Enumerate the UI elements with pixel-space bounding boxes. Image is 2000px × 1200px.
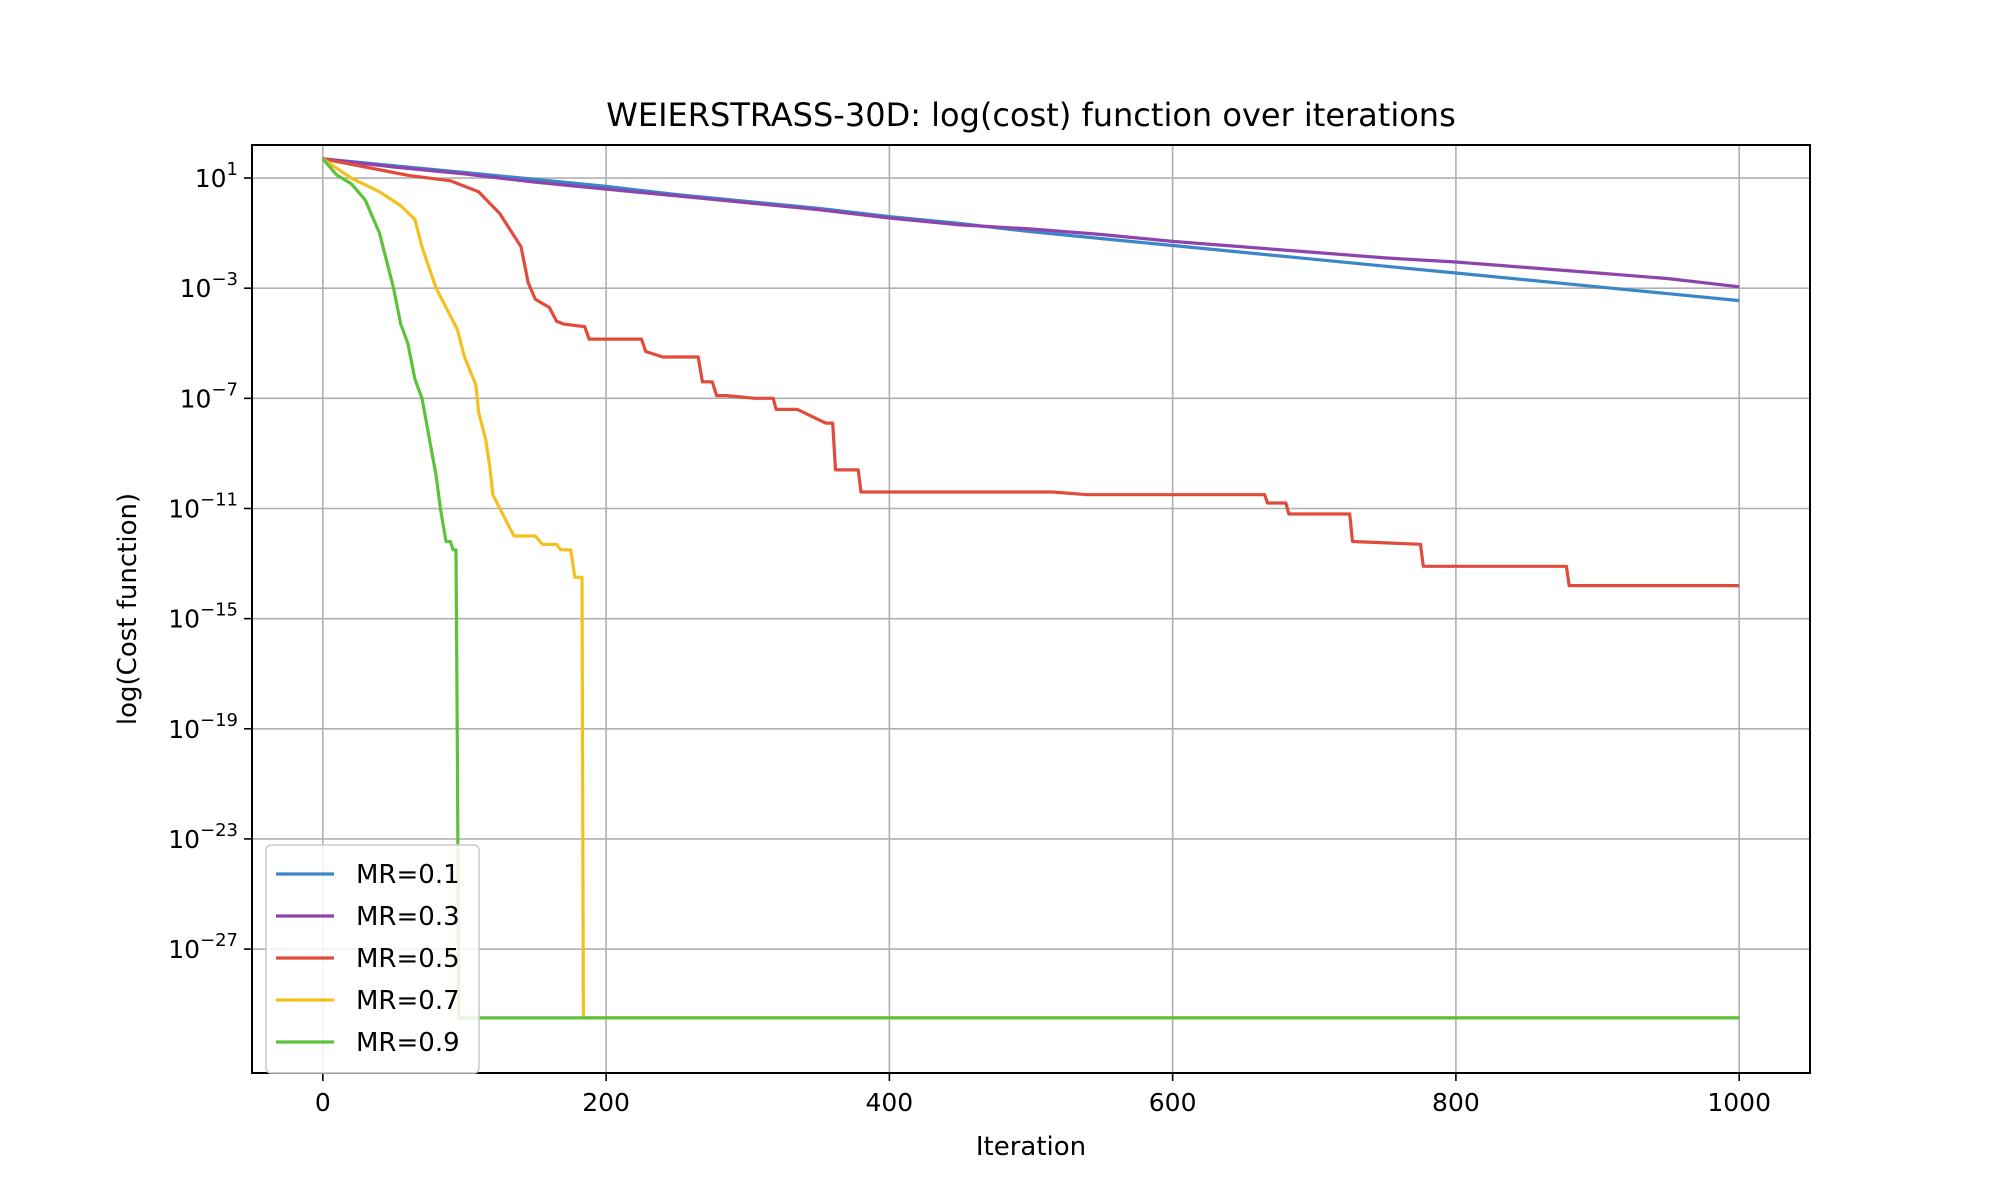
chart-title: WEIERSTRASS-30D: log(cost) function over… xyxy=(606,96,1456,134)
y-tick-label: 10−27 xyxy=(168,930,238,964)
plot-frame xyxy=(251,144,1811,1074)
series-line-mr-0-5 xyxy=(322,157,1740,588)
y-tick-label: 10−15 xyxy=(168,600,238,634)
y-tick-label: 10−11 xyxy=(168,489,238,523)
y-tick-label: 10−7 xyxy=(180,379,238,413)
legend-label: MR=0.7 xyxy=(356,986,460,1016)
x-axis-label: Iteration xyxy=(976,1132,1086,1162)
legend-label: MR=0.9 xyxy=(356,1028,460,1058)
y-tick-label: 101 xyxy=(195,159,238,193)
x-tick-label: 800 xyxy=(1432,1088,1480,1117)
legend-label: MR=0.5 xyxy=(356,944,460,974)
legend: MR=0.1 MR=0.3 MR=0.5 MR=0.7 MR=0.9 xyxy=(265,844,480,1074)
y-tick-label: 10−23 xyxy=(168,820,238,854)
y-axis-ticks: 101 10−3 10−7 10−11 10−15 10−19 10−23 10−27 xyxy=(168,159,252,964)
grid xyxy=(252,145,1810,1073)
y-axis-label: log(Cost function) xyxy=(113,493,143,725)
legend-label: MR=0.1 xyxy=(356,860,460,890)
x-tick-label: 200 xyxy=(582,1088,630,1117)
series-lines xyxy=(321,157,1740,1020)
x-tick-label: 1000 xyxy=(1707,1088,1771,1117)
y-tick-label: 10−19 xyxy=(168,710,238,744)
series-line-mr-0-3 xyxy=(322,157,1740,289)
legend-box xyxy=(265,844,480,1074)
x-tick-label: 0 xyxy=(315,1088,331,1117)
y-tick-label: 10−3 xyxy=(180,269,238,303)
x-tick-label: 400 xyxy=(866,1088,914,1117)
series-line-mr-0-7 xyxy=(321,157,1740,1020)
legend-label: MR=0.3 xyxy=(356,902,460,932)
x-tick-label: 600 xyxy=(1149,1088,1197,1117)
series-line-mr-0-9 xyxy=(321,157,1740,1020)
x-axis-ticks: 0 200 400 600 800 1000 xyxy=(315,1073,1771,1117)
series-line-mr-0-1 xyxy=(322,157,1740,303)
